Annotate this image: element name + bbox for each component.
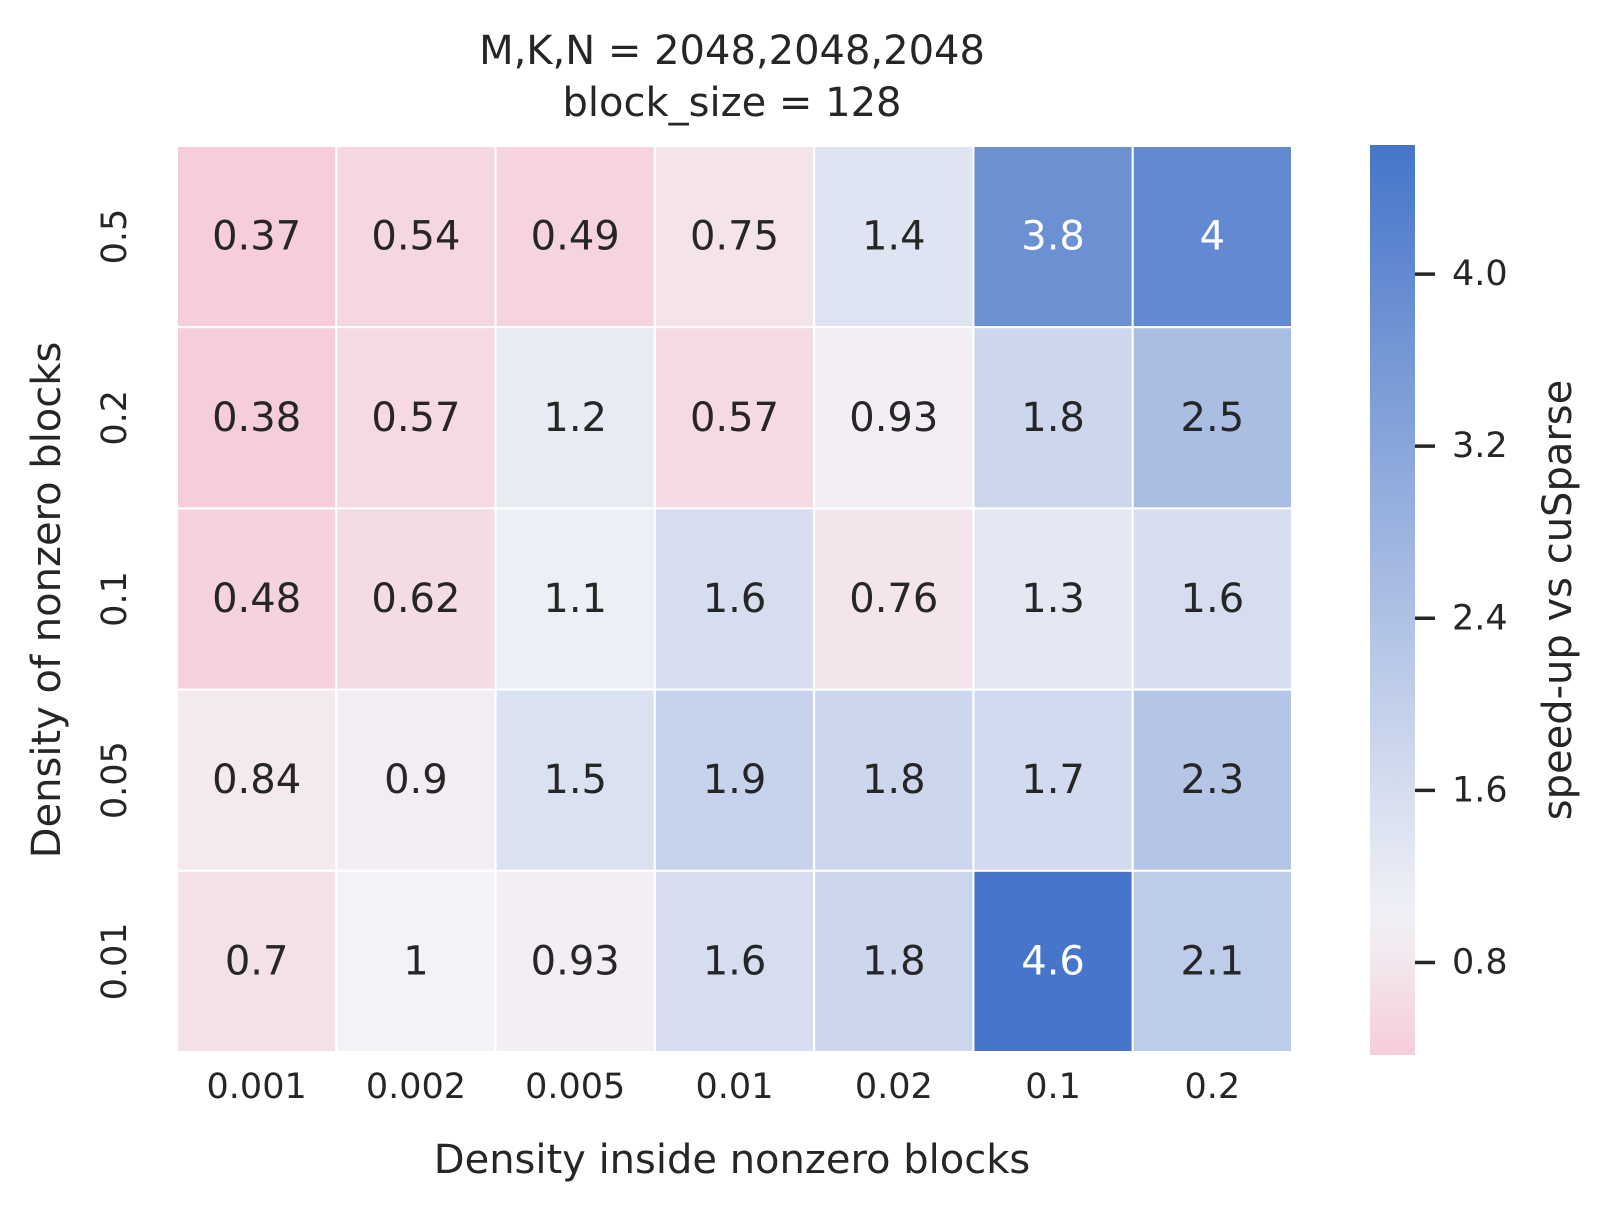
cell-value-label: 2.3 xyxy=(1181,757,1245,803)
cell-value-label: 1.7 xyxy=(1021,757,1085,803)
cell-value-label: 1.8 xyxy=(862,938,926,984)
cell-value-label: 4 xyxy=(1200,214,1225,260)
colorbar-ticks: 0.8 1.6 2.4 3.2 4.0 xyxy=(1415,254,1508,982)
x-tick-label: 0.1 xyxy=(1025,1067,1081,1107)
cell-value-label: 1.8 xyxy=(1021,395,1085,441)
cell-value-label: 4.6 xyxy=(1021,938,1085,984)
colorbar-tick-label: 3.2 xyxy=(1452,426,1508,466)
cell-value-label: 0.38 xyxy=(212,395,301,441)
heatmap-cell xyxy=(972,688,1134,872)
y-tick-label: 0.05 xyxy=(95,741,135,819)
y-tick-label: 0.2 xyxy=(95,390,135,446)
cell-value-label: 0.37 xyxy=(212,214,301,260)
heatmap-cell xyxy=(972,869,1134,1053)
cell-value-label: 0.75 xyxy=(690,214,779,260)
heatmap-cell xyxy=(813,507,975,691)
heatmap-cell xyxy=(176,145,338,329)
heatmap-cell xyxy=(1131,507,1293,691)
colorbar-tick-label: 0.8 xyxy=(1452,942,1508,982)
heatmap-cell xyxy=(813,326,975,510)
heatmap-cell xyxy=(972,145,1134,329)
heatmap-cell xyxy=(494,507,656,691)
cell-value-label: 1.2 xyxy=(543,395,607,441)
x-tick-label: 0.002 xyxy=(366,1067,466,1107)
cell-value-label: 0.57 xyxy=(371,395,460,441)
heatmap-cell xyxy=(176,326,338,510)
x-tick-label: 0.01 xyxy=(696,1067,774,1107)
heatmap-cell xyxy=(972,507,1134,691)
cell-value-label: 1.9 xyxy=(703,757,767,803)
chart-subtitle: block_size = 128 xyxy=(563,80,902,126)
x-tick-label: 0.001 xyxy=(207,1067,307,1107)
heatmap-cell xyxy=(1131,326,1293,510)
x-tick-label: 0.005 xyxy=(525,1067,625,1107)
cell-value-label: 1.6 xyxy=(703,576,767,622)
colorbar-tick-label: 1.6 xyxy=(1452,770,1508,810)
heatmap-cell xyxy=(335,688,497,872)
cell-value-label: 1.6 xyxy=(1181,576,1245,622)
x-tick-label: 0.02 xyxy=(855,1067,933,1107)
heatmap-cell xyxy=(494,145,656,329)
cell-value-label: 1.3 xyxy=(1021,576,1085,622)
heatmap-cell xyxy=(335,507,497,691)
heatmap-cell xyxy=(176,688,338,872)
cell-value-label: 1.6 xyxy=(703,938,767,984)
cell-value-label: 0.62 xyxy=(371,576,460,622)
cell-value-label: 2.1 xyxy=(1181,938,1245,984)
cell-value-label: 0.9 xyxy=(384,757,448,803)
cell-value-label: 0.54 xyxy=(371,214,460,260)
heatmap-cell xyxy=(494,869,656,1053)
cell-value-label: 2.5 xyxy=(1181,395,1245,441)
cell-value-label: 0.93 xyxy=(531,938,620,984)
cell-value-label: 1.5 xyxy=(543,757,607,803)
colorbar-tick-label: 2.4 xyxy=(1452,598,1508,638)
x-tick-label: 0.2 xyxy=(1185,1067,1241,1107)
cell-value-label: 0.49 xyxy=(531,214,620,260)
cell-value-label: 1 xyxy=(403,938,428,984)
cell-value-label: 1.4 xyxy=(862,214,926,260)
colorbar-tick-label: 4.0 xyxy=(1452,254,1508,294)
cell-value-label: 0.48 xyxy=(212,576,301,622)
heatmap-cell xyxy=(653,145,816,329)
y-axis-label: Density of nonzero blocks xyxy=(24,342,70,859)
heatmap-cell xyxy=(176,869,338,1053)
x-axis-label: Density inside nonzero blocks xyxy=(434,1137,1030,1183)
heatmap-cell xyxy=(653,688,816,872)
cell-value-label: 0.76 xyxy=(849,576,938,622)
heatmap-cell xyxy=(1131,688,1293,872)
heatmap-cell xyxy=(813,145,975,329)
cell-value-label: 0.84 xyxy=(212,757,301,803)
heatmap-cell xyxy=(335,145,497,329)
cell-value-label: 1.1 xyxy=(543,576,607,622)
heatmap-cell xyxy=(653,507,816,691)
cell-value-label: 1.8 xyxy=(862,757,926,803)
heatmap-cell xyxy=(972,326,1134,510)
y-tick-labels: 0.5 0.2 0.1 0.05 0.01 xyxy=(95,209,135,1001)
cell-value-label: 0.93 xyxy=(849,395,938,441)
y-tick-label: 0.5 xyxy=(95,209,135,265)
cell-value-label: 3.8 xyxy=(1021,214,1085,260)
x-tick-labels: 0.001 0.002 0.005 0.01 0.02 0.1 0.2 xyxy=(207,1067,1241,1107)
colorbar xyxy=(1370,145,1415,1055)
heatmap-cells: 0.37 0.54 0.49 0.75 1.4 3.8 4 0.38 0.57 1.2 0.57 0.… xyxy=(176,145,1293,1053)
cell-value-label: 0.7 xyxy=(225,938,289,984)
colorbar-label: speed-up vs cuSparse xyxy=(1535,380,1581,821)
y-tick-label: 0.1 xyxy=(95,571,135,627)
y-tick-label: 0.01 xyxy=(95,922,135,1000)
heatmap-cell xyxy=(494,326,656,510)
chart-title: M,K,N = 2048,2048,2048 xyxy=(479,28,985,74)
heatmap-cell xyxy=(1131,869,1293,1053)
cell-value-label: 0.57 xyxy=(690,395,779,441)
